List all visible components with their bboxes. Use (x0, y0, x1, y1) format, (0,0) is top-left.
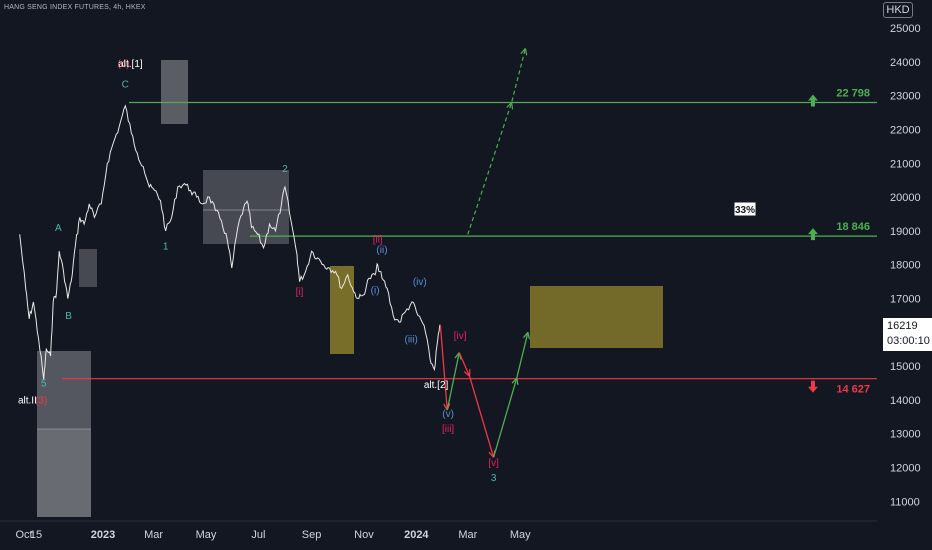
y-tick-label: 18000 (890, 260, 921, 272)
price-series (19, 104, 441, 380)
x-tick-label: Sep (302, 529, 322, 541)
projection-segment (516, 332, 529, 379)
wave-label: [iv] (454, 331, 467, 342)
level-label: 14 627 (836, 384, 870, 396)
alt-projection-line (467, 48, 526, 235)
support-resistance-levels: 22 798 18 846 14 627 (62, 88, 877, 396)
y-tick-label: 19000 (890, 226, 921, 238)
x-tick-label: Nov (354, 529, 374, 541)
wave-label: [iii] (442, 424, 454, 435)
up-arrow-icon (808, 228, 818, 241)
x-tick-label: Jul (251, 529, 265, 541)
wave-label: alt.[1] (118, 59, 143, 70)
y-tick-label: 17000 (890, 294, 921, 306)
x-tick-label: 15 (30, 529, 42, 541)
wave-label: alt.II (18, 395, 37, 406)
alt-projection-arrowhead (520, 47, 528, 56)
down-arrow-icon (808, 380, 818, 393)
wave-label: 5 (41, 378, 47, 389)
wave-label: (4) (117, 59, 129, 70)
y-axis[interactable]: 25000 24000 23000 22000 21000 20000 19000 18000… (890, 23, 921, 508)
wave-label: 1 (163, 241, 169, 252)
wave-label: (iii) (405, 334, 418, 345)
projection-arrowhead (511, 377, 519, 385)
chart-title: HANG SENG INDEX FUTURES, 4h, HKEX (4, 4, 146, 11)
wave-projection: 33% (439, 47, 757, 458)
wave-label: [ii] (373, 235, 383, 246)
bar-countdown: 03:00:10 (887, 335, 930, 347)
last-price-label: 16219 03:00:10 (883, 318, 932, 351)
y-tick-label: 15000 (890, 361, 921, 373)
wave-label: [v] (488, 458, 499, 469)
wave-label: 2 (282, 164, 288, 175)
y-tick-label: 13000 (890, 429, 921, 441)
y-tick-label: 23000 (890, 91, 921, 103)
wave-label: B (65, 311, 72, 322)
projection-segment (446, 352, 460, 411)
price-line (19, 104, 441, 380)
y-tick-label: 22000 (890, 125, 921, 137)
y-tick-label: 21000 (890, 158, 921, 170)
zone-box (79, 249, 97, 287)
zone-box (203, 170, 289, 244)
x-tick-label: May (510, 529, 531, 541)
level-label: 22 798 (836, 88, 870, 100)
projection-segment (439, 324, 448, 411)
wave-label: (i) (371, 285, 380, 296)
wave-label: (3) (35, 395, 47, 406)
wave-labels: (4)alt.[1] C A B 5 (3)alt.II 1 2 [i] [ii](ii) (i) (… (18, 59, 499, 484)
y-tick-label: 12000 (890, 463, 921, 475)
wave-label: alt.[2] (424, 380, 449, 391)
projection-segment (492, 377, 518, 458)
probability-box (733, 201, 757, 217)
y-tick-label: 20000 (890, 192, 921, 204)
wave-label: [i] (296, 287, 304, 298)
up-arrow-icon (808, 94, 818, 107)
x-tick-label: Mar (144, 529, 163, 541)
y-tick-label: 24000 (890, 57, 921, 69)
wave-label: (ii) (376, 245, 387, 256)
projection-arrowhead (522, 331, 531, 340)
x-tick-label: Mar (458, 529, 477, 541)
zone-box (530, 286, 663, 348)
projection-segment (458, 352, 471, 377)
zone-box (330, 266, 354, 354)
zone-box (161, 60, 188, 124)
x-tick-label: 2024 (404, 529, 429, 541)
x-tick-label: Oct (15, 529, 32, 541)
wave-label: (iv) (413, 277, 427, 288)
projection-segment (468, 376, 495, 458)
y-tick-label: 11000 (890, 496, 920, 508)
currency-button[interactable]: HKD (883, 2, 913, 18)
zone-box (37, 429, 91, 517)
wave-label: C (122, 79, 129, 90)
wave-label: (v) (442, 409, 454, 420)
level-label: 18 846 (836, 221, 870, 233)
wave-label: 3 (491, 473, 497, 484)
y-tick-label: 25000 (890, 23, 921, 35)
y-tick-label: 14000 (890, 395, 921, 407)
projection-arrowhead (463, 369, 471, 377)
alt-projection-arrowhead (506, 102, 514, 110)
probability-label: 33% (735, 205, 755, 216)
wave-label: A (55, 223, 62, 234)
x-tick-label: 2023 (91, 529, 115, 541)
x-tick-label: May (196, 529, 217, 541)
last-price: 16219 (887, 320, 918, 332)
